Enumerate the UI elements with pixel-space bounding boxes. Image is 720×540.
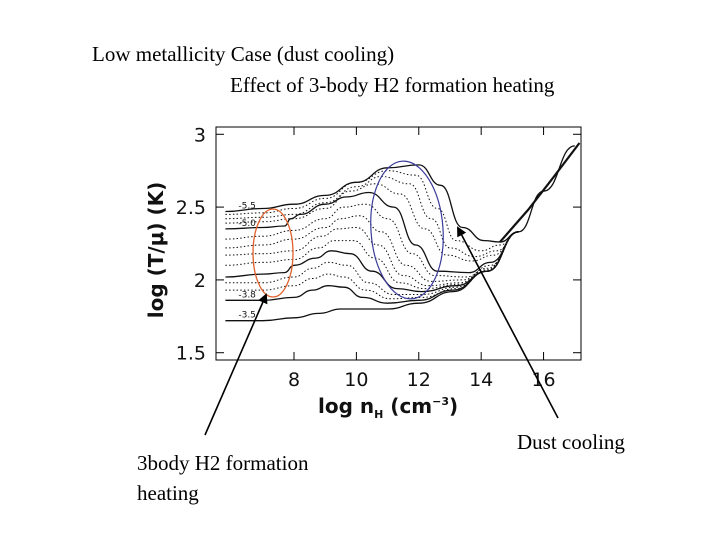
annotation-3body-heating: 3body H2 formation heating [137,448,367,508]
y-tick-label: 1.5 [176,343,206,365]
y-tick-label: 2 [194,270,206,292]
series-curve-0 [225,145,575,243]
slide-title-line2: Effect of 3-body H2 formation heating [230,73,555,97]
3body-h2-heating-ellipse [252,208,294,298]
plot-frame [215,126,582,361]
annotation-3body-heating-line1: 3body H2 formation [137,451,309,475]
annotation-3body-heating-line2: heating [137,481,199,505]
curve-label: -5.5 [238,201,256,211]
x-tick-label: 12 [407,369,431,391]
adiabatic-branch-curve [499,142,581,243]
y-tick-label: 3 [194,124,206,146]
y-axis-label: log (T/μ) (K) [144,182,168,319]
series-curve-9 [225,231,519,293]
series-curve-13 [225,231,519,322]
x-tick-label: 10 [344,369,368,391]
series-curve-1 [225,170,519,252]
phase-diagram-plot: log (T/μ) (K) log nH (cm−3) 8 10 12 14 16 1.5… [144,124,582,421]
x-axis-label: log nH (cm−3) [318,394,458,421]
series-curve-10 [225,231,519,295]
series-curve-12 [225,231,519,304]
series-curve-2 [225,175,519,258]
series-curve-6 [225,215,519,282]
annotation-dust-cooling: Dust cooling [517,430,625,454]
dust-cooling-ellipse [370,160,444,300]
y-tick-label: 2.5 [176,197,206,219]
series-curve-7 [225,226,519,287]
x-tick-label: 16 [531,369,555,391]
curve-label: -5.0 [238,219,256,229]
arrow-to-3body-heating [204,293,268,436]
x-tick-label: 8 [288,369,300,391]
series-curve-3 [225,183,519,262]
curve-label: -3.8 [238,290,256,300]
slide-title-line1: Low metallicity Case (dust cooling) [92,42,395,66]
series-curve-4 [225,191,519,274]
arrow-to-dust-cooling [457,226,559,419]
curve-label: -3.5 [238,311,256,321]
x-tick-label: 14 [469,369,493,391]
